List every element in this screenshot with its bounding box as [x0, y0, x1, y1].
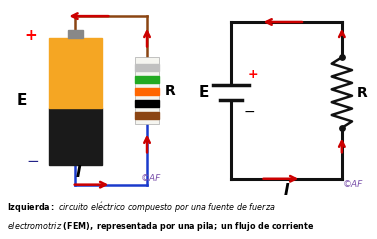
Bar [135, 64, 159, 71]
Bar [135, 76, 159, 83]
Text: +: + [248, 68, 259, 81]
Text: −: − [26, 154, 39, 169]
Bar [49, 38, 102, 108]
Text: $\mathit{\bf{Izquierda:}}$ $\mathit{circuito\ el\'{e}ctrico\ compuesto\ por\ una: $\mathit{\bf{Izquierda:}}$ $\mathit{circ… [8, 200, 323, 239]
Text: E: E [17, 93, 27, 108]
Text: +: + [24, 28, 37, 43]
Text: −: − [244, 105, 255, 119]
Text: I: I [76, 165, 82, 180]
Bar [135, 112, 159, 119]
Text: E: E [198, 85, 208, 100]
Bar [135, 88, 159, 95]
Bar [68, 30, 83, 38]
Point [339, 55, 345, 59]
Text: R: R [165, 84, 176, 98]
Point [339, 126, 345, 130]
Bar [49, 108, 102, 165]
Bar [135, 100, 159, 107]
Text: R: R [357, 86, 368, 99]
Text: ©AF: ©AF [141, 174, 161, 183]
Text: ©AF: ©AF [343, 180, 363, 189]
Bar [135, 57, 159, 124]
Text: I: I [284, 183, 289, 198]
